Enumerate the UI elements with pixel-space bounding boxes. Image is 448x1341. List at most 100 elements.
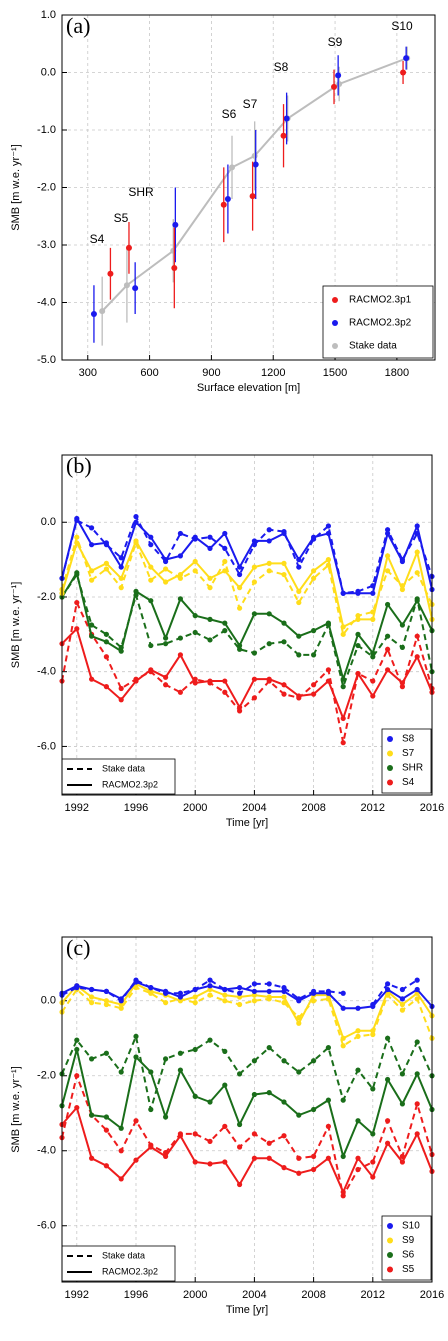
- linestyle-label: Stake data: [102, 763, 145, 773]
- data-point: [118, 1005, 124, 1011]
- data-point: [355, 1118, 361, 1124]
- data-point: [296, 1112, 302, 1118]
- data-point: [336, 81, 343, 87]
- data-point: [118, 685, 124, 692]
- data-point: [118, 564, 124, 570]
- data-point: [311, 568, 317, 574]
- series-line: [61, 1032, 433, 1110]
- data-point: [103, 1163, 109, 1169]
- x-tick-label: 2008: [301, 802, 325, 814]
- data-point: [281, 620, 287, 626]
- legend-marker: [387, 1237, 393, 1244]
- data-point: [340, 1153, 346, 1159]
- panel: 300 600 900 1200 1500 1800 1.0 0.0 -1.0 -2.0 -3.0 -…: [10, 9, 436, 394]
- data-point: [74, 570, 80, 576]
- data-point: [89, 568, 95, 574]
- data-point: [89, 994, 95, 1000]
- data-point: [192, 568, 198, 574]
- x-tick-label: 900: [202, 367, 220, 379]
- data-point: [103, 639, 109, 645]
- legend-label: S4: [402, 777, 415, 788]
- data-point: [281, 1165, 287, 1171]
- plot-frame: [61, 14, 436, 361]
- data-point: [74, 540, 80, 546]
- station-label: S6: [222, 107, 237, 121]
- data-point: [133, 519, 139, 525]
- data-point: [266, 994, 272, 1000]
- data-point: [280, 132, 287, 139]
- plot-frame: [61, 936, 433, 1283]
- series-line: [61, 570, 433, 683]
- y-tick-label: -5.0: [37, 354, 56, 366]
- station-label: S7: [243, 97, 258, 111]
- data-point: [281, 985, 287, 991]
- data-point: [385, 646, 391, 652]
- data-point: [251, 650, 257, 656]
- data-point: [399, 986, 405, 993]
- data-point: [192, 680, 198, 686]
- data-point: [296, 1170, 302, 1176]
- data-point: [103, 1127, 109, 1133]
- y-axis-title: SMB [m w.e. yr⁻¹]: [10, 144, 22, 230]
- data-point: [90, 311, 97, 317]
- x-tick-label: 2000: [183, 1289, 207, 1301]
- series-line: [61, 599, 433, 743]
- data-point: [125, 244, 132, 251]
- data-point: [311, 1106, 317, 1113]
- data-point: [237, 571, 243, 578]
- data-point: [385, 981, 391, 987]
- data-point: [177, 1050, 183, 1056]
- data-point: [222, 1048, 228, 1054]
- data-point: [207, 1099, 213, 1105]
- data-point: [148, 534, 154, 540]
- legend-label: S7: [402, 748, 415, 759]
- data-point: [163, 641, 169, 647]
- data-point: [237, 1001, 243, 1008]
- data-point: [266, 641, 272, 647]
- data-point: [171, 265, 178, 271]
- data-point: [89, 676, 95, 682]
- data-point: [311, 1058, 317, 1064]
- data-point: [296, 588, 302, 594]
- data-point: [222, 628, 228, 634]
- data-point: [399, 1007, 405, 1013]
- x-tick-label: 2016: [420, 802, 444, 814]
- data-point: [177, 689, 183, 695]
- data-point: [237, 564, 243, 570]
- data-point: [177, 571, 183, 578]
- data-point: [296, 998, 302, 1004]
- data-point: [325, 530, 331, 537]
- x-tick-label: 1996: [124, 1289, 148, 1301]
- x-tick-label: 2012: [361, 802, 385, 814]
- data-point: [400, 69, 407, 76]
- data-point: [118, 648, 124, 654]
- data-point: [222, 986, 228, 993]
- y-tick-label: -6.0: [37, 1220, 56, 1232]
- data-point: [370, 1028, 376, 1034]
- data-point: [177, 575, 183, 581]
- data-point: [252, 161, 259, 168]
- linestyle-label: RACMO2.3p2: [102, 1266, 158, 1276]
- data-point: [296, 693, 302, 699]
- data-point: [251, 611, 257, 617]
- data-point: [89, 1056, 95, 1062]
- data-point: [251, 676, 257, 682]
- data-point: [414, 598, 420, 604]
- data-point: [207, 678, 213, 684]
- data-point: [118, 585, 124, 591]
- y-tick-label: -4.0: [37, 1145, 56, 1157]
- data-point: [370, 1086, 376, 1092]
- data-point: [251, 988, 257, 994]
- data-point: [148, 1144, 154, 1150]
- data-point: [325, 1155, 331, 1161]
- data-point: [133, 678, 139, 684]
- data-point: [224, 196, 231, 202]
- data-point: [237, 1071, 243, 1077]
- data-point: [163, 566, 169, 572]
- data-point: [74, 626, 80, 632]
- data-point: [281, 1133, 287, 1139]
- x-tick-label: 2012: [361, 1289, 385, 1301]
- data-point: [103, 1001, 109, 1008]
- station-label: S9: [328, 35, 343, 49]
- station-label: S4: [90, 232, 105, 246]
